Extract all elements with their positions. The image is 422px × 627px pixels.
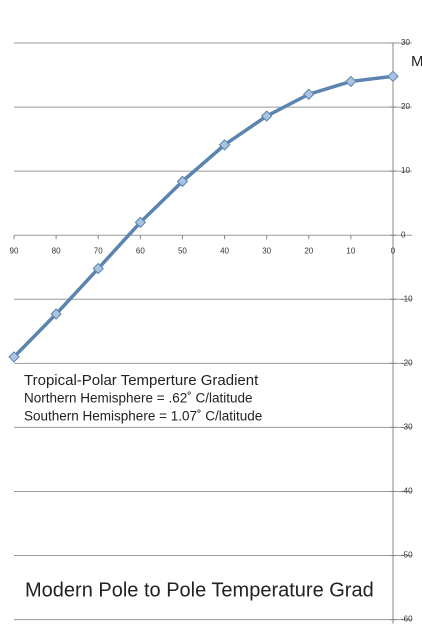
y-tick-label: 10: [401, 166, 410, 175]
y-tick-label: -20: [401, 358, 413, 367]
x-tick-label: 60: [136, 246, 145, 255]
point: [50, 308, 62, 320]
annotation: Northern Hemisphere = .62˚ C/latitude: [24, 391, 253, 406]
point: [176, 175, 189, 188]
point: [92, 262, 104, 275]
point: [134, 216, 147, 229]
point: [260, 110, 273, 122]
legend-fragment: M: [411, 53, 422, 70]
x-tick-label: 50: [178, 246, 187, 255]
point: [303, 88, 315, 100]
y-tick-label: 20: [401, 102, 410, 111]
x-tick-label: 30: [262, 246, 271, 255]
x-tick-label: 70: [94, 246, 103, 255]
point: [8, 351, 20, 363]
y-tick-label: 0: [401, 230, 406, 239]
x-tick-label: 80: [52, 246, 61, 255]
annotation: Tropical-Polar Temperture Gradient: [24, 372, 259, 389]
y-tick-label: -60: [401, 615, 413, 624]
chart-title: Modern Pole to Pole Temperature Grad: [25, 579, 374, 601]
x-tick-label: 90: [10, 246, 19, 255]
y-tick-label: -40: [401, 487, 413, 496]
y-tick-label: -10: [401, 294, 413, 303]
annotation: Southern Hemisphere = 1.07˚ C/latitude: [24, 409, 262, 424]
x-tick-label: 40: [220, 246, 229, 255]
y-tick-label: -50: [401, 551, 413, 560]
line: [12, 74, 394, 359]
point: [218, 139, 231, 151]
x-tick-label: 20: [304, 246, 313, 255]
y-tick-label: -30: [401, 423, 413, 432]
x-tick-label: 10: [346, 246, 355, 255]
point: [387, 70, 399, 83]
y-tick-label: 30: [401, 38, 410, 47]
x-tick-label: 0: [391, 246, 396, 255]
point: [345, 75, 357, 88]
